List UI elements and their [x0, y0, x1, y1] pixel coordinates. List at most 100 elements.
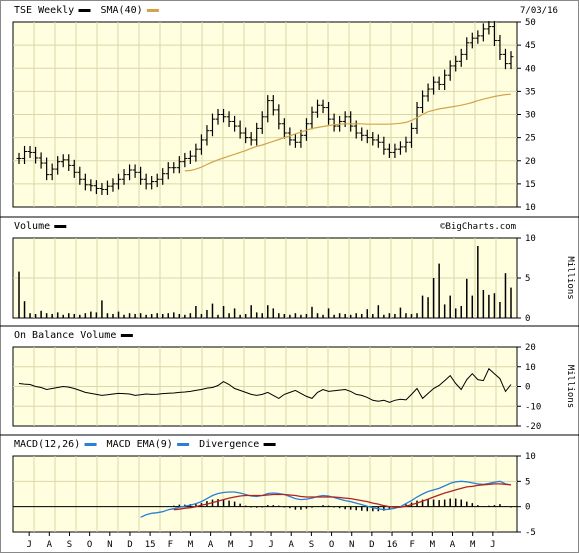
volume-bar: [477, 246, 479, 318]
volume-bar: [416, 313, 418, 318]
volume-bar: [139, 313, 142, 318]
divergence-bar: [383, 506, 385, 511]
obv-legend-swatch: [120, 334, 133, 337]
price-legend-swatch: [78, 9, 91, 12]
volume-ytick-label: 10: [525, 234, 536, 244]
x-tick-label: 15: [145, 540, 156, 550]
volume-bar: [294, 313, 297, 318]
volume-bar: [504, 273, 507, 318]
volume-bar: [222, 306, 225, 318]
volume-bar: [178, 314, 181, 318]
divergence-bar: [272, 505, 275, 507]
volume-bar: [228, 313, 230, 318]
volume-bar: [73, 314, 76, 318]
divergence-bar: [333, 506, 335, 508]
divergence-bar: [438, 500, 440, 507]
volume-bar: [189, 313, 192, 318]
divergence-bar: [454, 498, 457, 507]
volume-bar: [173, 312, 175, 318]
volume-bar: [206, 310, 208, 318]
price-legend-text: SMA(40): [101, 5, 143, 16]
x-tick-label: N: [107, 540, 112, 550]
volume-ytick-label: 0: [525, 314, 530, 324]
volume-bar: [68, 313, 70, 318]
divergence-bar: [482, 506, 485, 507]
volume-bar: [460, 306, 462, 318]
volume-bar: [134, 314, 136, 318]
volume-bar: [244, 314, 247, 318]
volume-bar: [488, 294, 490, 318]
divergence-bar: [471, 503, 474, 507]
volume-bar: [200, 314, 203, 318]
volume-bar: [333, 314, 335, 318]
divergence-bar: [338, 506, 341, 509]
divergence-bar: [228, 500, 230, 507]
volume-bar: [405, 313, 407, 318]
price-ytick-label: 20: [525, 157, 536, 167]
volume-bar: [372, 314, 374, 318]
volume-bar: [128, 313, 131, 318]
x-tick-label: M: [228, 540, 234, 550]
volume-bar: [311, 306, 313, 318]
volume-legend-text: Volume: [14, 221, 50, 232]
volume-bar: [432, 278, 435, 318]
volume-bar: [427, 297, 429, 318]
volume-bar: [510, 287, 512, 318]
volume-bar: [278, 313, 280, 318]
x-tick-label: M: [430, 540, 436, 550]
volume-bar: [421, 295, 424, 318]
divergence-bar: [372, 506, 374, 512]
divergence-bar: [311, 506, 313, 508]
volume-bar: [217, 314, 219, 318]
divergence-bar: [305, 506, 308, 509]
macd-legend-swatch: [177, 443, 190, 446]
volume-bar: [40, 310, 42, 318]
divergence-bar: [388, 506, 391, 510]
divergence-bar: [405, 504, 407, 507]
volume-bar: [184, 314, 186, 318]
divergence-bar: [261, 506, 263, 508]
divergence-bar: [510, 506, 512, 508]
x-tick-label: A: [47, 540, 53, 550]
x-tick-label: S: [67, 540, 72, 550]
divergence-bar: [233, 501, 236, 507]
volume-bar: [355, 313, 357, 318]
x-tick-label: O: [329, 540, 334, 550]
divergence-bar: [327, 505, 330, 507]
macd-legend-swatch: [84, 443, 97, 446]
volume-bar: [289, 314, 291, 318]
volume-bar: [23, 301, 26, 318]
divergence-bar: [283, 506, 286, 508]
volume-bar: [123, 314, 125, 318]
macd-legend-text: MACD(12,26): [14, 439, 80, 450]
x-tick-label: A: [289, 540, 295, 550]
volume-bar: [62, 314, 64, 318]
divergence-bar: [504, 506, 507, 507]
volume-bar: [233, 308, 236, 318]
volume-bar: [344, 314, 346, 318]
divergence-bar: [421, 499, 424, 507]
volume-bar: [305, 314, 308, 318]
volume-bar: [383, 314, 385, 318]
volume-bar: [499, 302, 501, 318]
divergence-bar: [449, 498, 451, 507]
volume-legend-swatch: [54, 225, 67, 228]
x-tick-label: J: [268, 540, 273, 550]
divergence-bar: [278, 505, 280, 507]
volume-bar: [471, 295, 474, 318]
divergence-bar: [294, 506, 297, 510]
volume-bar: [84, 313, 87, 318]
x-tick-label: J: [248, 540, 253, 550]
volume-bar: [255, 312, 258, 318]
divergence-bar: [349, 506, 352, 510]
divergence-bar: [366, 506, 369, 512]
price-ytick-label: 35: [525, 87, 536, 97]
divergence-bar: [355, 506, 357, 511]
volume-ylabel: Millions: [565, 256, 575, 299]
divergence-bar: [239, 503, 241, 507]
volume-bar: [454, 308, 457, 318]
divergence-bar: [195, 503, 197, 507]
x-tick-label: F: [409, 540, 414, 550]
divergence-bar: [466, 501, 468, 507]
volume-bar: [349, 314, 352, 318]
